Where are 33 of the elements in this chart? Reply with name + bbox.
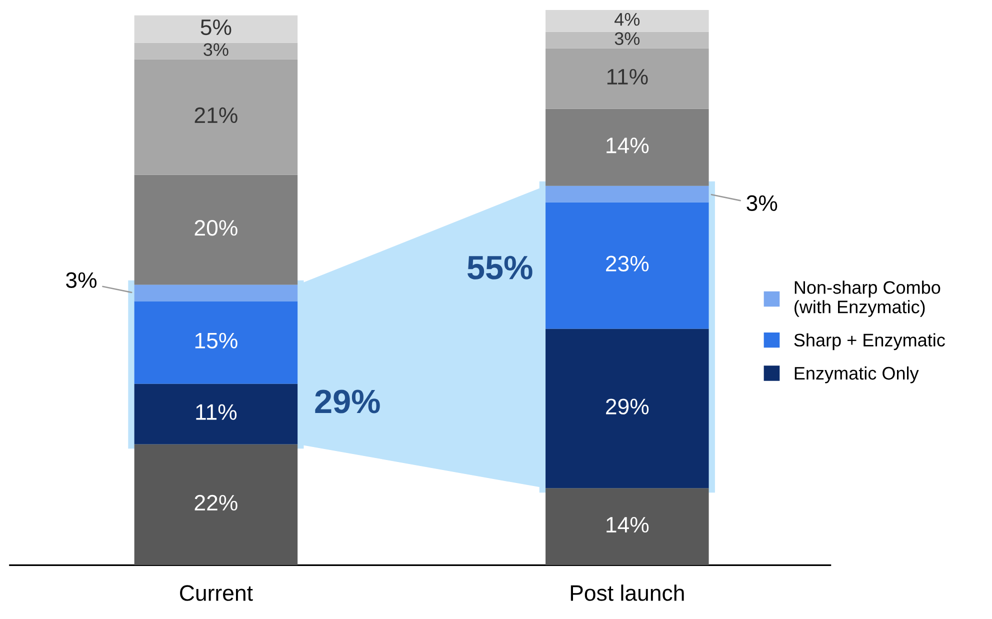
data-label: 23% <box>606 256 649 272</box>
x-tick-label: Current <box>180 585 253 601</box>
bar <box>134 284 298 302</box>
x-tick-label: Post launch <box>570 584 684 601</box>
data-label: 21% <box>194 107 238 123</box>
data-label: 3% <box>614 32 640 45</box>
data-label: 11% <box>196 404 237 420</box>
data-label: 3% <box>66 272 97 288</box>
bar <box>134 15 298 43</box>
annotation: 29% <box>315 390 380 414</box>
annotation: 55% <box>468 256 532 280</box>
bar <box>546 10 709 32</box>
bar <box>546 32 709 48</box>
data-label: 3% <box>204 43 228 56</box>
legend-label: Sharp + Enzymatic <box>794 333 945 350</box>
data-label: 4% <box>614 13 640 26</box>
bar <box>134 42 298 60</box>
data-label: 29% <box>606 398 649 414</box>
legend-label: Non-sharp Combo (with Enzymatic) <box>794 280 940 317</box>
data-label: 14% <box>606 138 649 154</box>
data-label: 5% <box>200 19 232 36</box>
bar <box>546 186 709 202</box>
bar <box>134 59 298 175</box>
data-label: 15% <box>195 332 238 348</box>
data-label: 11% <box>607 68 648 84</box>
data-label: 22% <box>194 494 238 511</box>
bar <box>546 108 709 186</box>
legend-label: Enzymatic Only <box>794 366 919 384</box>
data-label: 3% <box>746 195 778 212</box>
bar <box>546 48 709 109</box>
data-label: 20% <box>194 220 238 236</box>
data-label: 14% <box>606 516 649 533</box>
bar <box>546 488 709 566</box>
